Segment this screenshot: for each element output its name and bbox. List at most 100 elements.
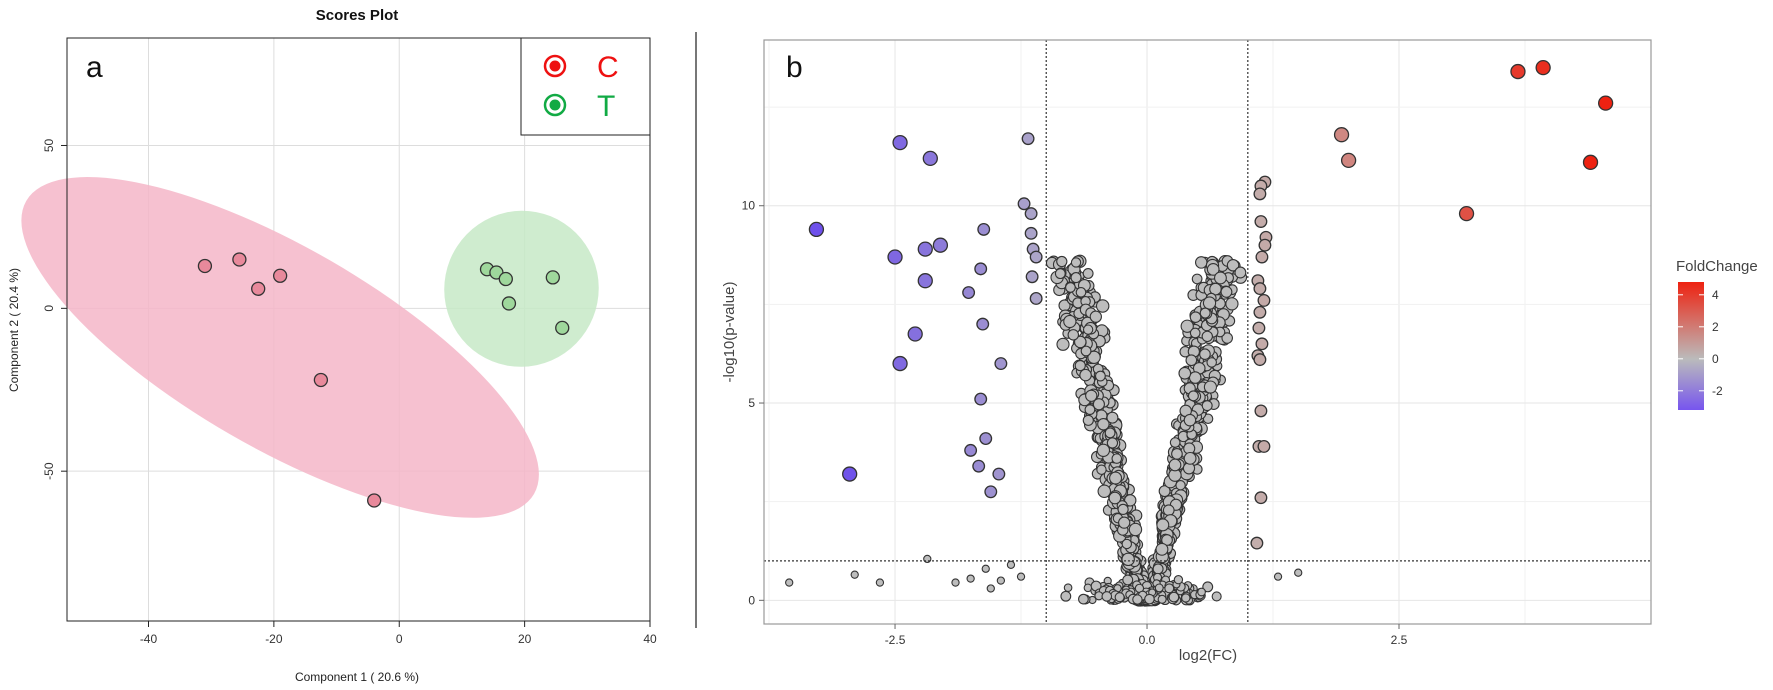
volcano-point [1074, 360, 1086, 372]
significant-point [1255, 337, 1269, 351]
volcano-point [1202, 413, 1214, 424]
colorbar-tick-label: -2 [1712, 384, 1723, 398]
volcano-point [785, 578, 794, 587]
legend-dot-c [549, 60, 561, 72]
grid-b [764, 40, 1651, 624]
plot-frame-a [66, 37, 651, 622]
volcano-point [1194, 256, 1208, 269]
volcano-point [1144, 593, 1155, 605]
y-tick-label: 5 [748, 396, 755, 410]
volcano-point [1087, 350, 1101, 365]
significant-point [1535, 59, 1551, 76]
volcano-point [1106, 437, 1119, 449]
significant-point [962, 286, 976, 299]
volcano-point [1096, 443, 1111, 457]
x-tick-label: 0.0 [1139, 633, 1156, 647]
score-point-c [232, 252, 247, 267]
legend-dot-t [549, 99, 561, 111]
colorbar-tick-label: 4 [1712, 288, 1719, 302]
volcano-point [1234, 266, 1247, 279]
volcano-point [1097, 484, 1112, 498]
volcano-point [1078, 593, 1089, 605]
volcano-point [1094, 370, 1106, 382]
colorbar: FoldChange 4 2 0 -2 [1676, 258, 1758, 410]
volcano-point [1117, 503, 1129, 516]
significant-point [1250, 536, 1264, 550]
y-axis-label-b: -log10(p-value) [721, 282, 738, 383]
volcano-point [1124, 494, 1137, 507]
x-axis-label-b: log2(FC) [1179, 647, 1237, 664]
significant-point [917, 273, 933, 289]
x-tick-label: 0 [396, 632, 403, 646]
volcano-point [1156, 518, 1170, 532]
score-point-c [367, 493, 382, 508]
significant-point [1017, 197, 1031, 211]
volcano-point [1168, 458, 1182, 472]
volcano-point [1114, 592, 1125, 603]
confidence-ellipse-c [21, 177, 539, 518]
volcano-point [1096, 464, 1107, 475]
volcano-point [951, 578, 960, 587]
significant-point [974, 392, 988, 406]
volcano-point [1067, 329, 1080, 341]
significant-point [917, 241, 933, 257]
legend-a: C T [520, 37, 651, 136]
volcano-point [1164, 583, 1175, 594]
significant-point [1254, 491, 1268, 505]
volcano-point [1082, 414, 1094, 426]
volcano-point [1183, 413, 1197, 427]
volcano-point [1221, 332, 1233, 344]
volcano-point [1169, 437, 1181, 448]
y-tick-label: 0 [42, 305, 56, 312]
volcano-point [1128, 522, 1143, 537]
volcano-point [1199, 307, 1211, 319]
volcano-point [1294, 568, 1303, 577]
volcano-point [1162, 504, 1175, 517]
volcano-point [1073, 335, 1087, 349]
significant-point [1252, 321, 1266, 335]
legend-box [520, 37, 651, 136]
legend-entry-c: C [543, 51, 619, 84]
y-tick-label: 10 [742, 199, 756, 213]
volcano-point [1085, 389, 1098, 402]
significant-point [932, 237, 949, 253]
legend-marker-c [543, 54, 567, 78]
significant-point [1333, 127, 1350, 143]
volcano-point [1197, 587, 1206, 597]
x-tick-label: -40 [140, 632, 158, 646]
volcano-point [1154, 583, 1164, 593]
y-tick-label: -50 [42, 462, 56, 480]
volcano-point [1082, 268, 1094, 279]
volcano-point [1183, 451, 1197, 465]
volcano-point [1108, 491, 1122, 505]
volcano-point [1121, 538, 1133, 550]
volcano-point [1097, 417, 1110, 431]
volcano-point [1155, 542, 1169, 556]
legend-marker-t [543, 93, 567, 117]
volcano-point [1063, 583, 1073, 593]
volcano-point [1054, 268, 1066, 280]
significant-point [1253, 305, 1267, 319]
volcano-point [1080, 345, 1092, 357]
volcano-point [1273, 572, 1283, 581]
volcano-point [1203, 380, 1218, 394]
volcano-point [1181, 593, 1191, 603]
volcano-point [1104, 427, 1116, 439]
volcano-point [1206, 357, 1217, 368]
significant-point [1257, 293, 1271, 307]
volcano-point [1226, 259, 1240, 272]
volcano-point [1185, 354, 1198, 367]
volcano-point [1175, 480, 1186, 491]
colorbar-gradient [1678, 282, 1704, 410]
volcano-point [996, 576, 1006, 585]
significant-point [964, 443, 978, 457]
scores-plot-panel: Scores Plot -40 -20 0 20 40 -50 0 50 Component… [7, 7, 657, 684]
significant-point [892, 134, 908, 151]
volcano-point [1065, 282, 1076, 293]
volcano-point [1152, 563, 1164, 575]
x-tick-label: 20 [518, 632, 532, 646]
significant-point [1029, 250, 1043, 264]
significant-point [907, 326, 923, 342]
volcano-point [1118, 516, 1131, 529]
volcano-point [1189, 327, 1201, 339]
